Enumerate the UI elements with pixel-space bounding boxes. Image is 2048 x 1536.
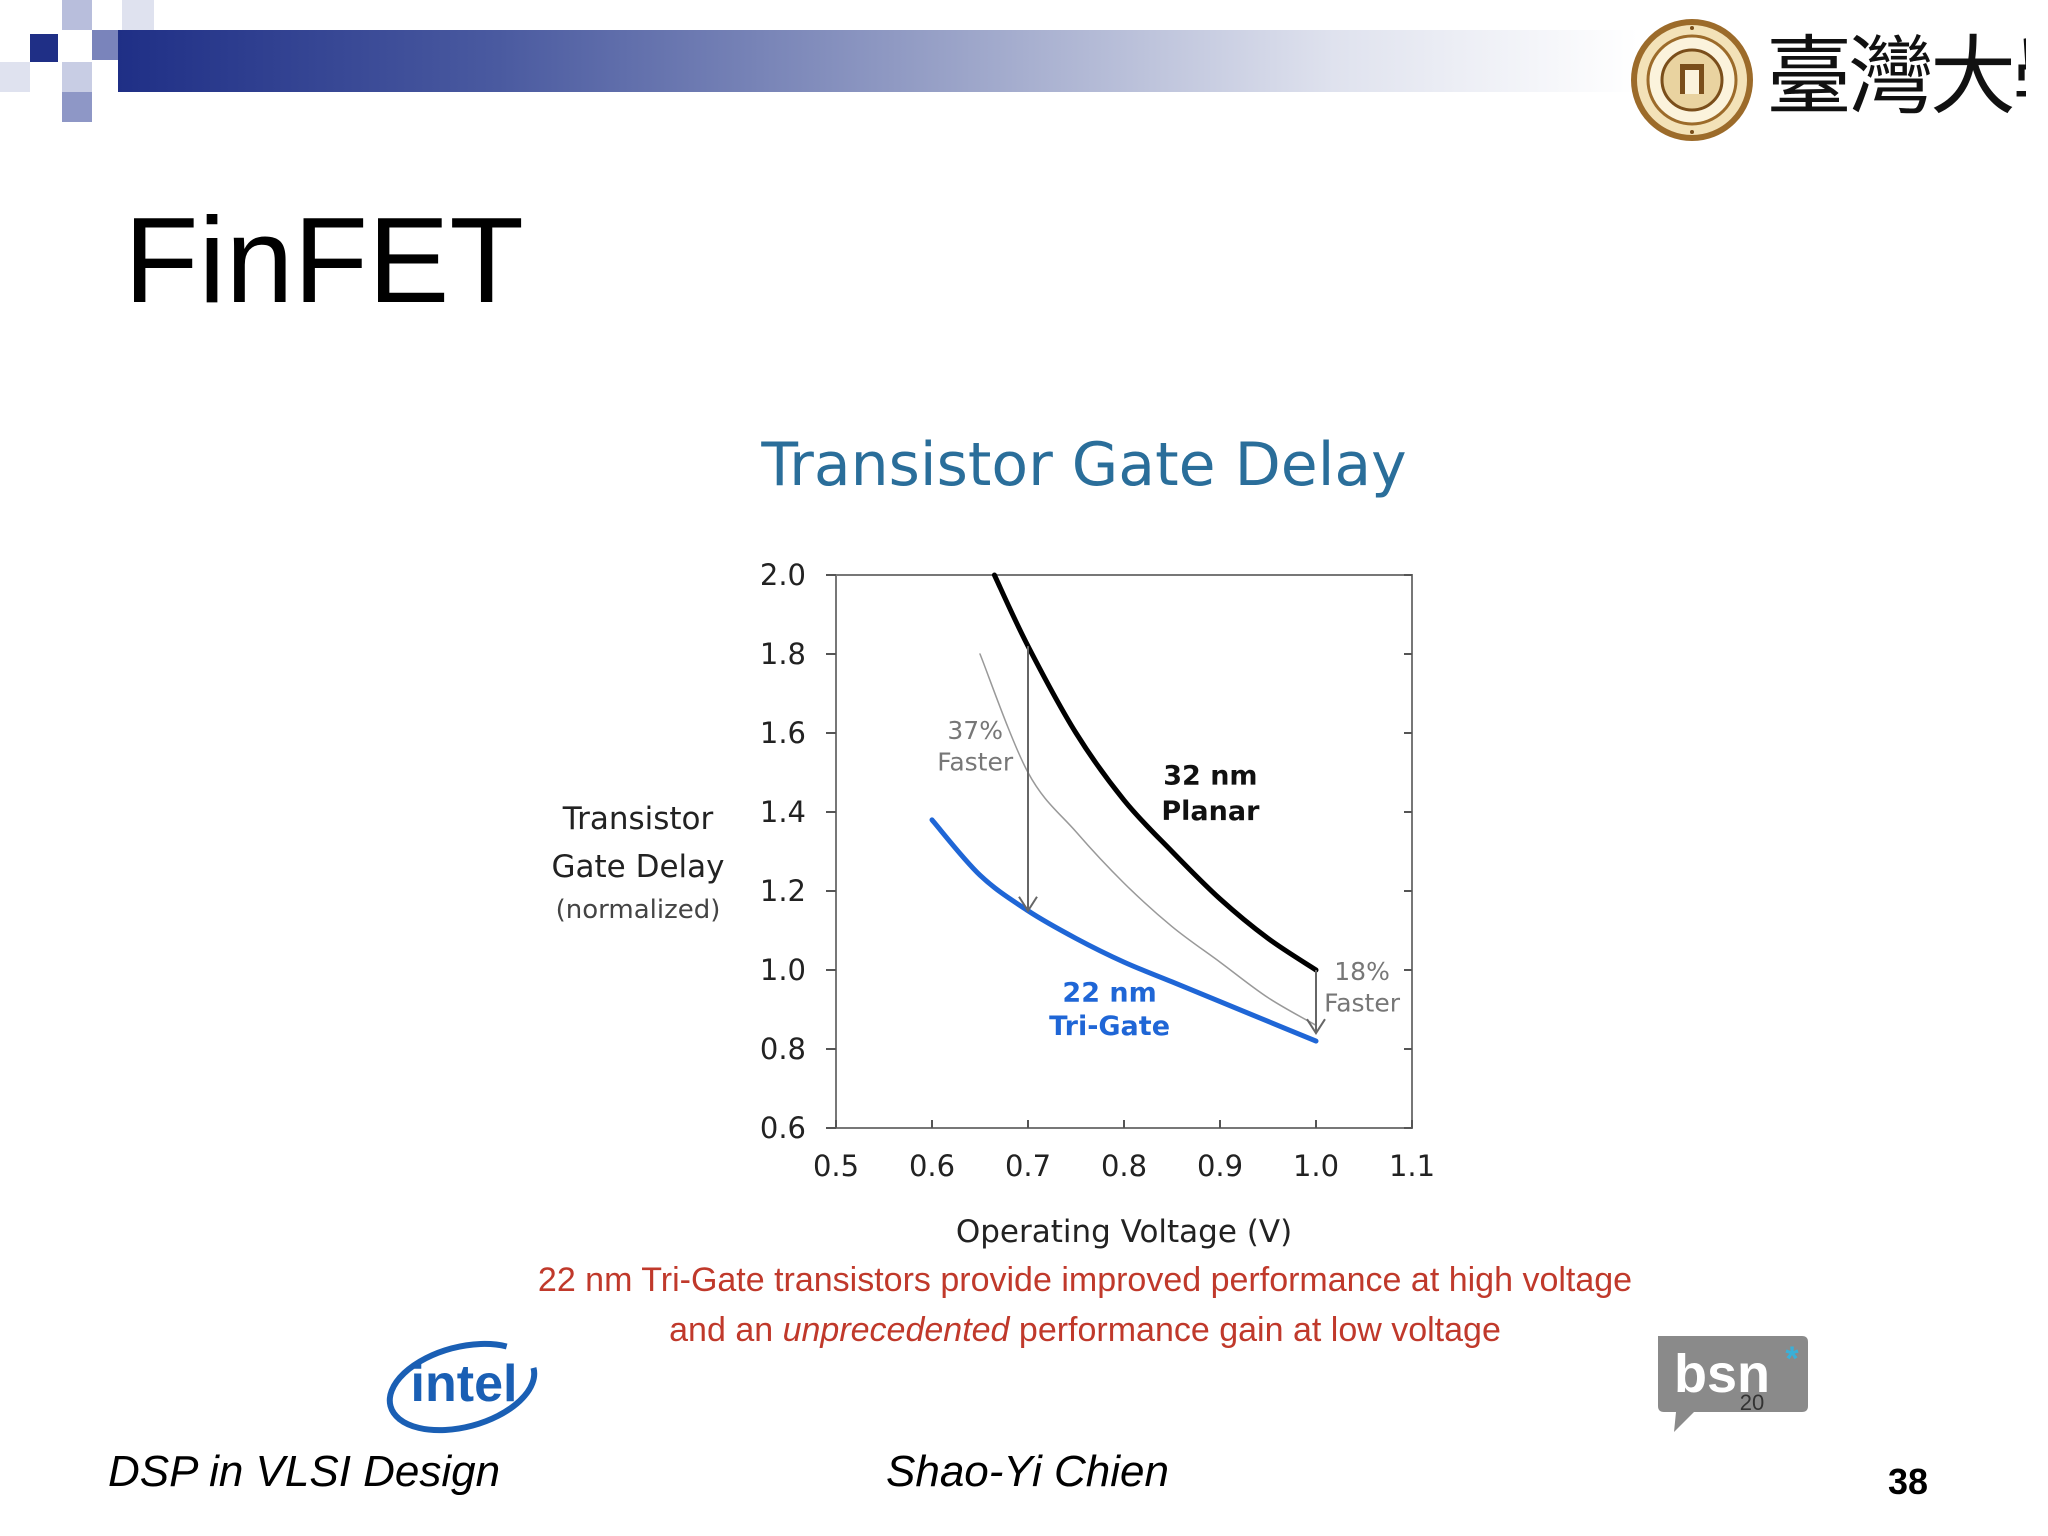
bsn-number: 20 <box>1740 1390 1764 1415</box>
caption-line: and an unprecedented performance gain at… <box>470 1305 1700 1355</box>
y-tick-label: 1.6 <box>760 716 806 750</box>
banner-square <box>62 92 92 122</box>
intel-logo: intel <box>386 1340 538 1434</box>
chart-caption: 22 nm Tri-Gate transistors provide impro… <box>470 1255 1700 1355</box>
annotation-faster: Faster <box>1324 988 1401 1017</box>
banner-square <box>92 30 122 60</box>
banner-gradient-bar <box>118 30 1638 92</box>
page-number: 38 <box>1888 1461 1929 1502</box>
bsn-asterisk: * <box>1785 1340 1799 1378</box>
header-banner <box>0 0 2048 130</box>
caption-text: performance gain at low voltage <box>1009 1311 1501 1349</box>
x-axis-label: Operating Voltage (V) <box>956 1214 1292 1250</box>
footer-author: Shao-Yi Chien <box>886 1447 1169 1496</box>
x-tick-label: 1.0 <box>1293 1149 1339 1183</box>
annotation-18pct: 18% <box>1334 957 1390 986</box>
series-label-32nm: 32 nm <box>1163 760 1257 791</box>
intel-logo-text: intel <box>411 1355 518 1413</box>
y-tick-label: 1.4 <box>760 795 806 829</box>
series-line-32nm-planar <box>991 572 1319 973</box>
x-tick-label: 0.6 <box>909 1149 955 1183</box>
university-seal-logo <box>1631 19 1753 141</box>
y-tick-label: 1.0 <box>760 953 806 987</box>
bsn-logo-text: bsn <box>1674 1344 1770 1404</box>
arrow-18pct-head <box>1306 1018 1326 1036</box>
chart-title: Transistor Gate Delay <box>760 430 1406 500</box>
y-tick-label: 1.8 <box>760 637 806 671</box>
y-axis-label: Gate Delay <box>552 849 725 885</box>
series-label-planar: Planar <box>1161 796 1260 827</box>
banner-square <box>0 62 30 92</box>
arrow-37pct-head <box>1018 896 1038 913</box>
x-tick-label: 0.8 <box>1101 1149 1147 1183</box>
x-tick-label: 0.7 <box>1005 1149 1051 1183</box>
x-tick-label: 0.5 <box>813 1149 859 1183</box>
series-label-trigate: Tri-Gate <box>1049 1011 1170 1042</box>
banner-square <box>62 62 92 92</box>
y-axis-label: Transistor <box>562 801 714 837</box>
footer-course-title: DSP in VLSI Design <box>108 1447 501 1496</box>
x-tick-label: 0.9 <box>1197 1149 1243 1183</box>
y-tick-label: 2.0 <box>760 558 806 592</box>
y-tick-label: 1.2 <box>760 874 806 908</box>
annotation-faster: Faster <box>937 748 1014 777</box>
y-tick-label: 0.6 <box>760 1111 806 1145</box>
x-tick-label: 1.1 <box>1389 1149 1435 1183</box>
y-tick-label: 0.8 <box>760 1032 806 1066</box>
plot-frame <box>835 574 1413 1129</box>
banner-square <box>62 0 92 30</box>
series-line-22nm-trigate <box>929 817 1319 1044</box>
caption-text: and an <box>669 1311 783 1349</box>
banner-square <box>122 0 154 30</box>
banner-square <box>30 34 58 62</box>
annotation-37pct: 37% <box>947 716 1003 745</box>
caption-emphasis: unprecedented <box>782 1311 1010 1349</box>
series-label-22nm: 22 nm <box>1062 978 1156 1009</box>
university-name-logo: 臺灣大學 <box>1766 27 2026 127</box>
y-axis-label-unit: (normalized) <box>556 895 721 925</box>
bsn-logo: bsn * 20 <box>1658 1336 1808 1432</box>
slide-title: FinFET <box>124 192 524 328</box>
caption-line: 22 nm Tri-Gate transistors provide impro… <box>537 1261 1633 1299</box>
